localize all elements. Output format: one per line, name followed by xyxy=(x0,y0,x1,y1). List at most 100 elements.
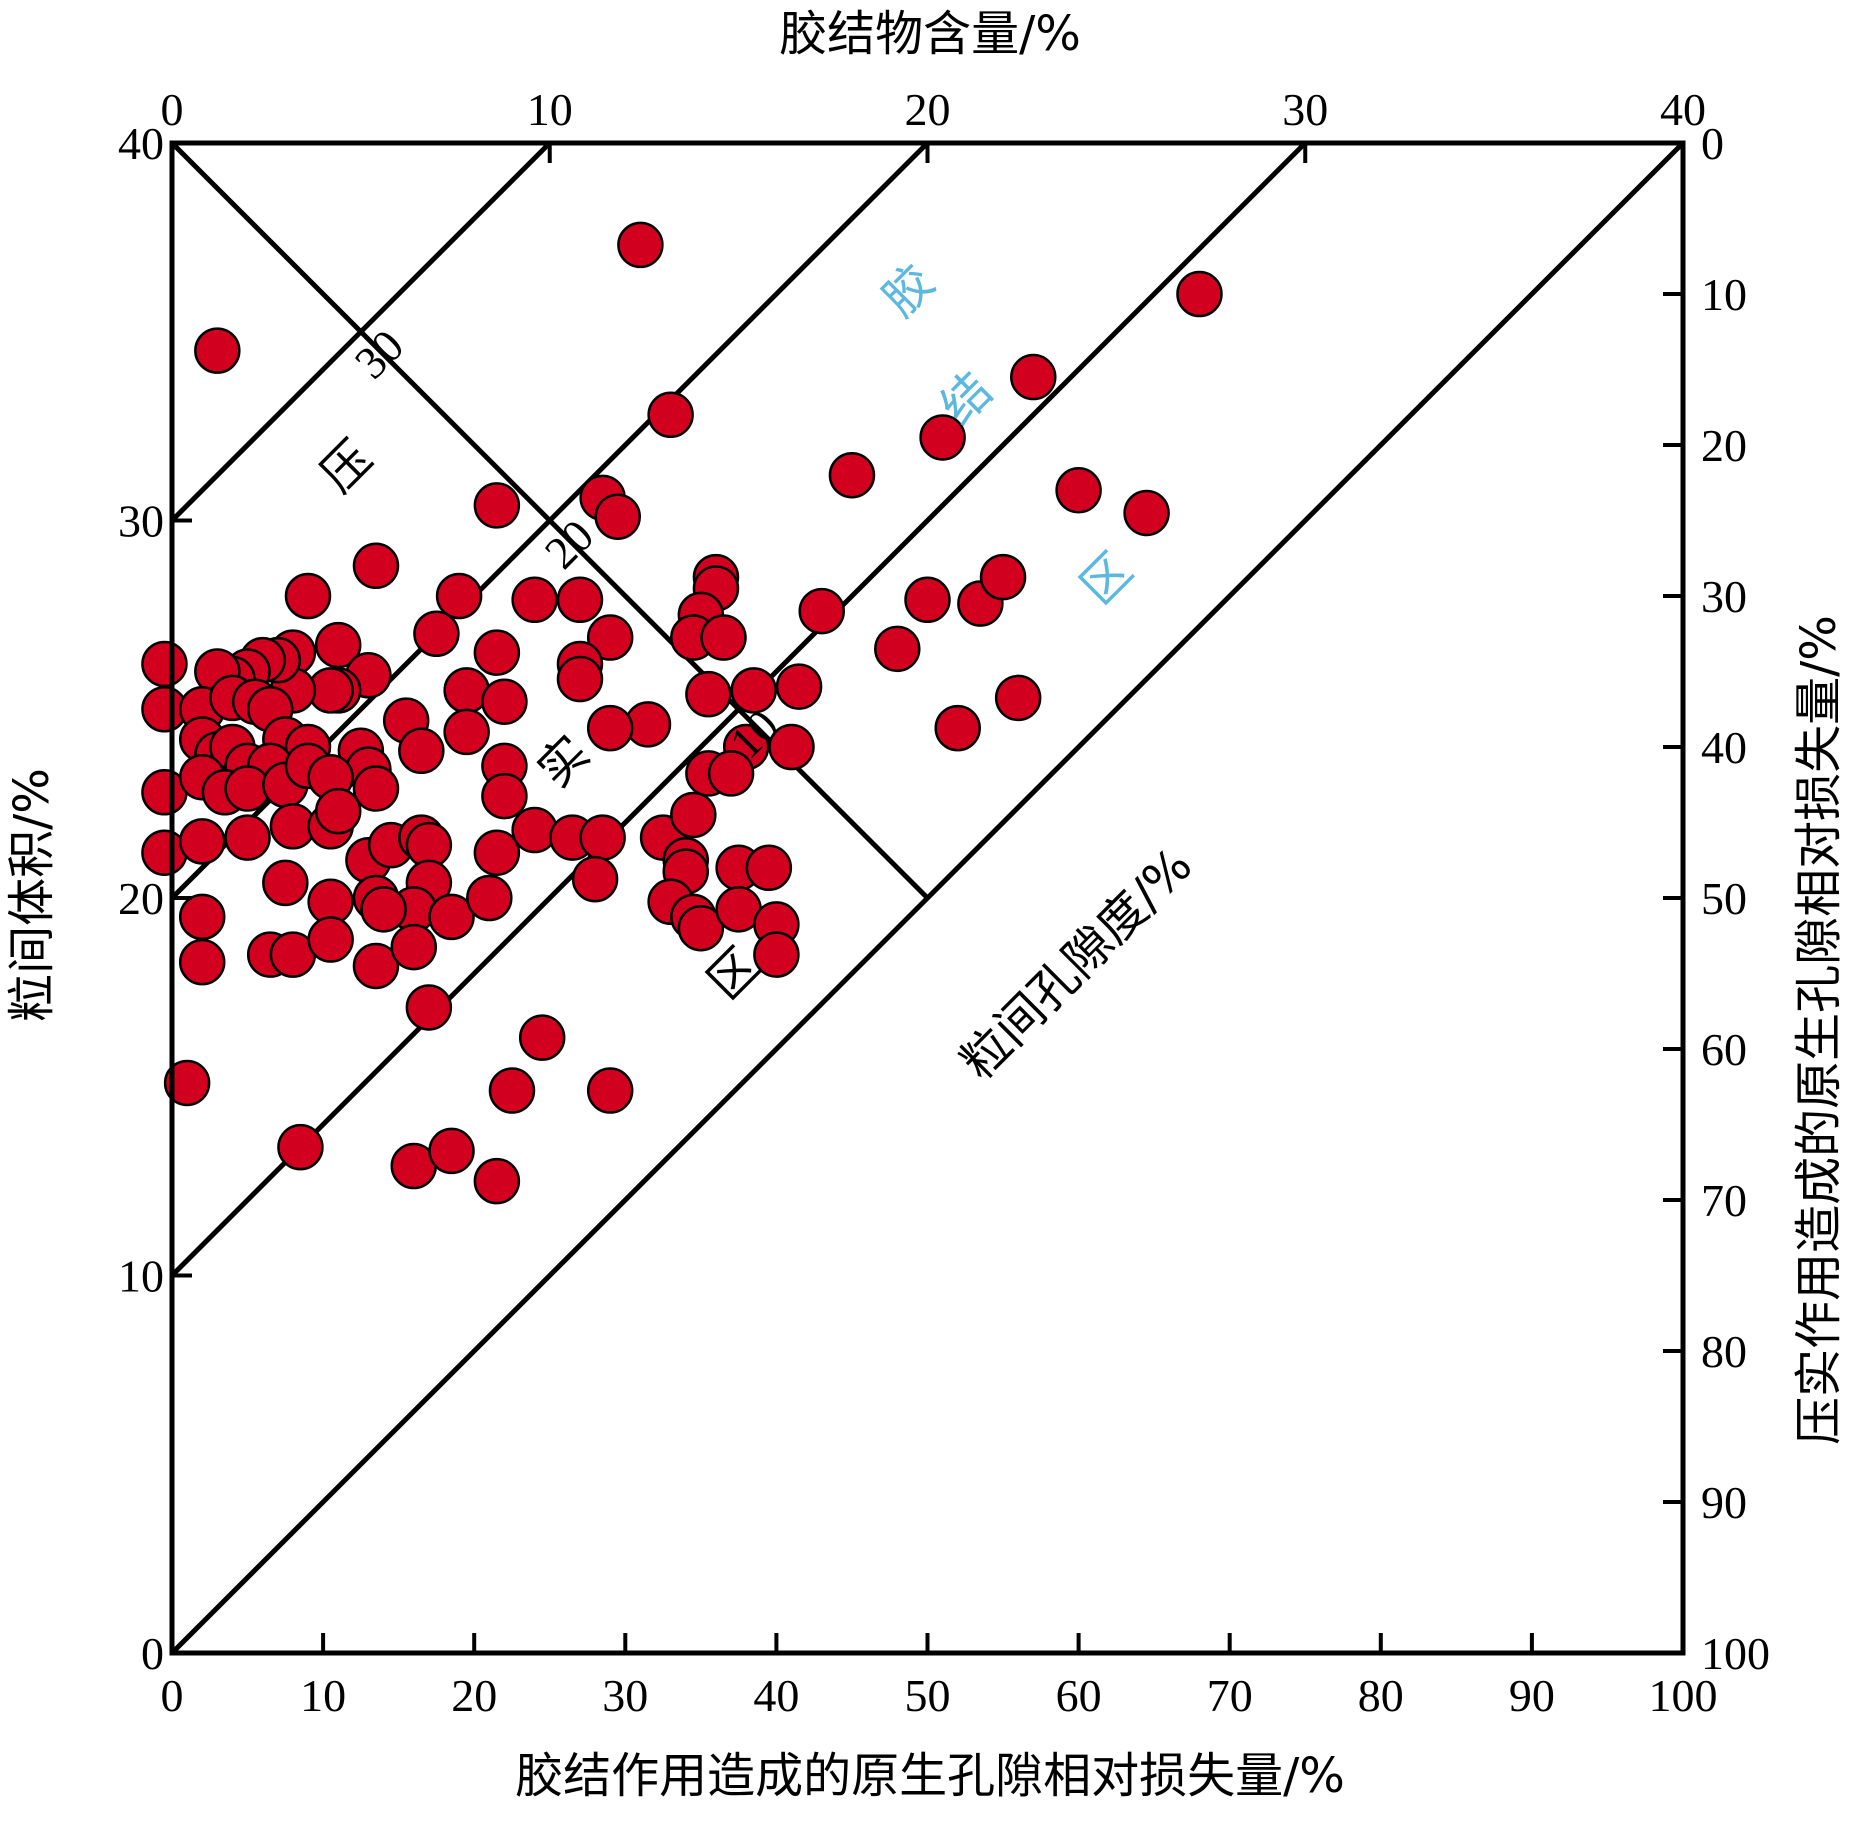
data-point xyxy=(511,806,558,854)
data-point xyxy=(405,984,453,1031)
data-point xyxy=(435,572,483,620)
bottom-tick-label: 70 xyxy=(1207,1670,1253,1721)
data-point xyxy=(428,893,475,941)
data-point xyxy=(730,667,777,714)
bottom-axis-title: 胶结作用造成的原生孔隙相对损失量/% xyxy=(515,1748,1345,1804)
data-point xyxy=(828,451,876,499)
right-tick-label: 50 xyxy=(1701,873,1747,924)
data-point xyxy=(277,1123,324,1171)
bottom-tick-label: 20 xyxy=(451,1670,497,1721)
data-point xyxy=(707,750,755,797)
data-point xyxy=(586,704,634,752)
data-point xyxy=(511,576,558,624)
right-tick-label: 30 xyxy=(1701,571,1747,622)
bottom-tick-label: 100 xyxy=(1649,1670,1718,1721)
data-point xyxy=(314,787,362,835)
data-point xyxy=(586,614,634,661)
data-point xyxy=(685,670,732,718)
data-point xyxy=(556,576,604,624)
data-point xyxy=(1010,353,1057,401)
top-tick-label: 30 xyxy=(1282,84,1328,135)
data-point xyxy=(314,621,362,669)
data-point xyxy=(224,814,271,861)
data-point xyxy=(919,414,966,461)
data-point xyxy=(443,708,490,756)
data-point xyxy=(647,391,694,439)
data-point xyxy=(178,893,226,941)
bottom-tick-label: 90 xyxy=(1509,1670,1555,1721)
data-point xyxy=(934,704,981,752)
data-point xyxy=(307,916,354,963)
right-tick-label: 40 xyxy=(1701,722,1747,773)
porosity-contour-label-20: 20 xyxy=(535,510,604,579)
left-axis-title: 粒间体积/% xyxy=(4,768,60,1022)
bottom-tick-label: 30 xyxy=(602,1670,648,1721)
data-point xyxy=(413,610,460,657)
data-point xyxy=(1176,270,1223,318)
data-point xyxy=(904,576,951,624)
right-tick-label: 90 xyxy=(1701,1477,1747,1528)
data-point xyxy=(1123,489,1170,537)
data-point xyxy=(473,482,521,529)
data-point xyxy=(617,221,664,269)
top-tick-label: 10 xyxy=(527,84,573,135)
top-tick-label: 40 xyxy=(1660,84,1706,135)
bottom-tick-label: 40 xyxy=(753,1670,799,1721)
right-tick-label: 0 xyxy=(1701,118,1724,169)
data-point xyxy=(352,542,400,590)
data-point xyxy=(473,629,521,676)
data-point xyxy=(194,327,241,374)
data-point xyxy=(586,1067,634,1114)
cement-zone-char-1: 胶 xyxy=(872,254,946,328)
left-tick-label: 20 xyxy=(118,873,164,924)
compaction-zone-char-1: 压 xyxy=(310,430,384,504)
data-point xyxy=(262,859,309,907)
data-point xyxy=(481,772,528,820)
data-point xyxy=(745,844,793,892)
right-tick-label: 60 xyxy=(1701,1024,1747,1075)
data-point xyxy=(360,886,407,933)
top-tick-label: 0 xyxy=(161,84,184,135)
data-point xyxy=(768,723,815,771)
axis-ticks xyxy=(170,141,1685,1655)
bottom-tick-label: 80 xyxy=(1358,1670,1404,1721)
data-point xyxy=(556,655,604,703)
right-tick-label: 100 xyxy=(1701,1628,1770,1679)
porosity-contour-label-30: 30 xyxy=(345,320,414,389)
data-point xyxy=(481,678,528,725)
data-point xyxy=(798,587,845,635)
data-point xyxy=(518,1014,566,1061)
right-tick-label: 10 xyxy=(1701,269,1747,320)
data-point xyxy=(571,855,619,903)
data-point xyxy=(352,942,400,990)
data-point xyxy=(390,923,438,971)
bottom-tick-label: 10 xyxy=(300,1670,346,1721)
data-point xyxy=(178,938,226,986)
top-axis-title: 胶结物含量/% xyxy=(779,6,1081,62)
data-point xyxy=(398,727,445,775)
data-point xyxy=(700,614,747,661)
data-point xyxy=(428,1127,475,1175)
data-point xyxy=(670,791,717,839)
data-point xyxy=(594,493,641,540)
data-points xyxy=(141,221,1223,1205)
data-point xyxy=(753,931,800,978)
data-point xyxy=(163,1059,211,1107)
data-point xyxy=(488,1067,536,1114)
data-point xyxy=(466,874,513,922)
bottom-tick-label: 50 xyxy=(905,1670,951,1721)
left-tick-label: 10 xyxy=(118,1251,164,1302)
data-point xyxy=(141,640,188,688)
top-tick-label: 20 xyxy=(905,84,951,135)
left-tick-label: 30 xyxy=(118,496,164,547)
data-point xyxy=(473,829,521,876)
data-point xyxy=(579,814,626,861)
data-point xyxy=(874,625,921,673)
right-tick-label: 20 xyxy=(1701,420,1747,471)
data-point xyxy=(994,674,1042,722)
data-point xyxy=(352,765,400,812)
bottom-tick-label: 0 xyxy=(161,1670,184,1721)
porosity-line-label: 粒间孔隙度/% xyxy=(950,837,1203,1090)
